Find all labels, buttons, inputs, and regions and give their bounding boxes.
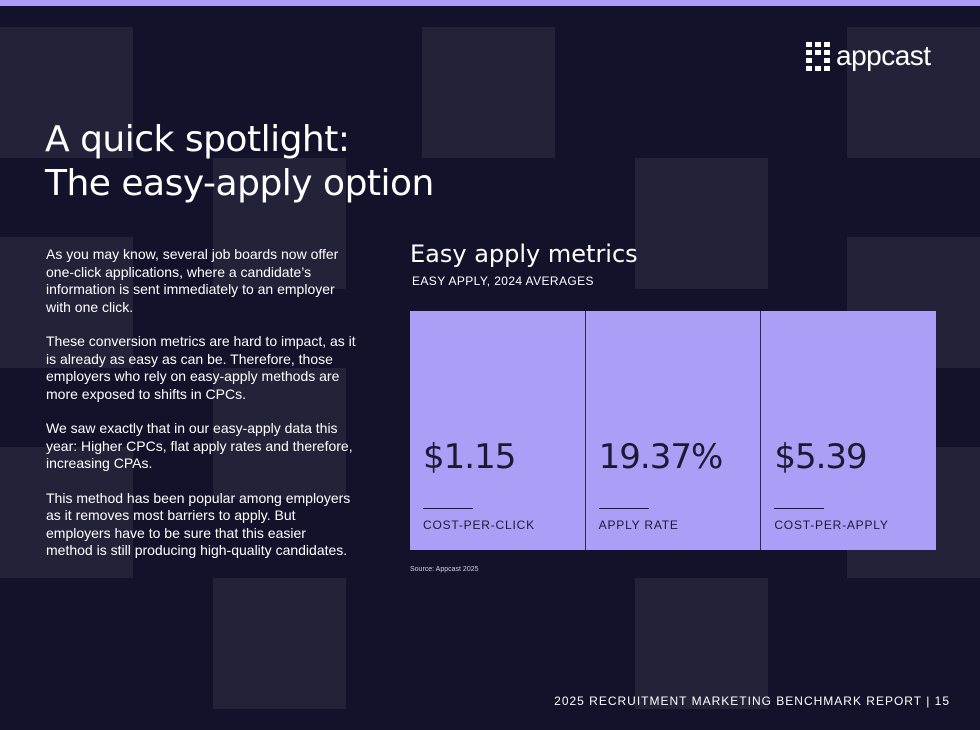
paragraph: This method has been popular among emplo… — [46, 489, 351, 559]
metric-card: $1.15 COST-PER-CLICK — [410, 311, 585, 550]
body-text: As you may know, several job boards now … — [46, 246, 356, 577]
title-line: The easy-apply option — [45, 163, 434, 204]
metric-label: APPLY RATE — [598, 518, 679, 532]
metric-value: $5.39 — [774, 437, 867, 477]
bg-square — [635, 158, 768, 289]
footer: 2025 RECRUITMENT MARKETING BENCHMARK REP… — [554, 694, 950, 708]
logo: appcast — [806, 40, 931, 72]
bg-square — [213, 368, 346, 499]
paragraph: These conversion metrics are hard to imp… — [46, 333, 356, 402]
metric-rule — [598, 508, 649, 509]
bg-square — [847, 27, 980, 158]
top-bar — [0, 0, 980, 6]
bg-square — [213, 158, 346, 289]
metric-value: $1.15 — [423, 437, 516, 477]
bg-square — [0, 447, 133, 578]
metrics-title: Easy apply metrics — [410, 240, 638, 268]
bg-square — [213, 578, 346, 709]
metric-value: 19.37% — [598, 437, 724, 477]
metric-card: 19.37% APPLY RATE — [585, 311, 761, 550]
logo-text: appcast — [836, 40, 931, 71]
paragraph: We saw exactly that in our easy-apply da… — [46, 420, 353, 471]
metric-rule — [423, 508, 473, 509]
metric-cards: $1.15 COST-PER-CLICK 19.37% APPLY RATE $5.39… — [410, 311, 937, 550]
metric-card: $5.39 COST-PER-APPLY — [761, 311, 937, 550]
bg-square — [0, 27, 133, 158]
bg-square — [635, 578, 768, 709]
metric-label: COST-PER-APPLY — [774, 518, 889, 532]
logo-mark — [806, 42, 830, 71]
bg-square — [0, 237, 133, 368]
metrics-subtitle: EASY APPLY, 2024 AVERAGES — [412, 274, 594, 288]
metric-label: COST-PER-CLICK — [423, 518, 535, 532]
title-line: A quick spotlight: — [45, 119, 350, 160]
paragraph: As you may know, several job boards now … — [46, 246, 339, 315]
title: A quick spotlight: The easy-apply option — [45, 118, 434, 206]
metric-rule — [774, 508, 825, 509]
bg-square — [422, 27, 555, 158]
source: Source: Appcast 2025 — [410, 566, 479, 573]
